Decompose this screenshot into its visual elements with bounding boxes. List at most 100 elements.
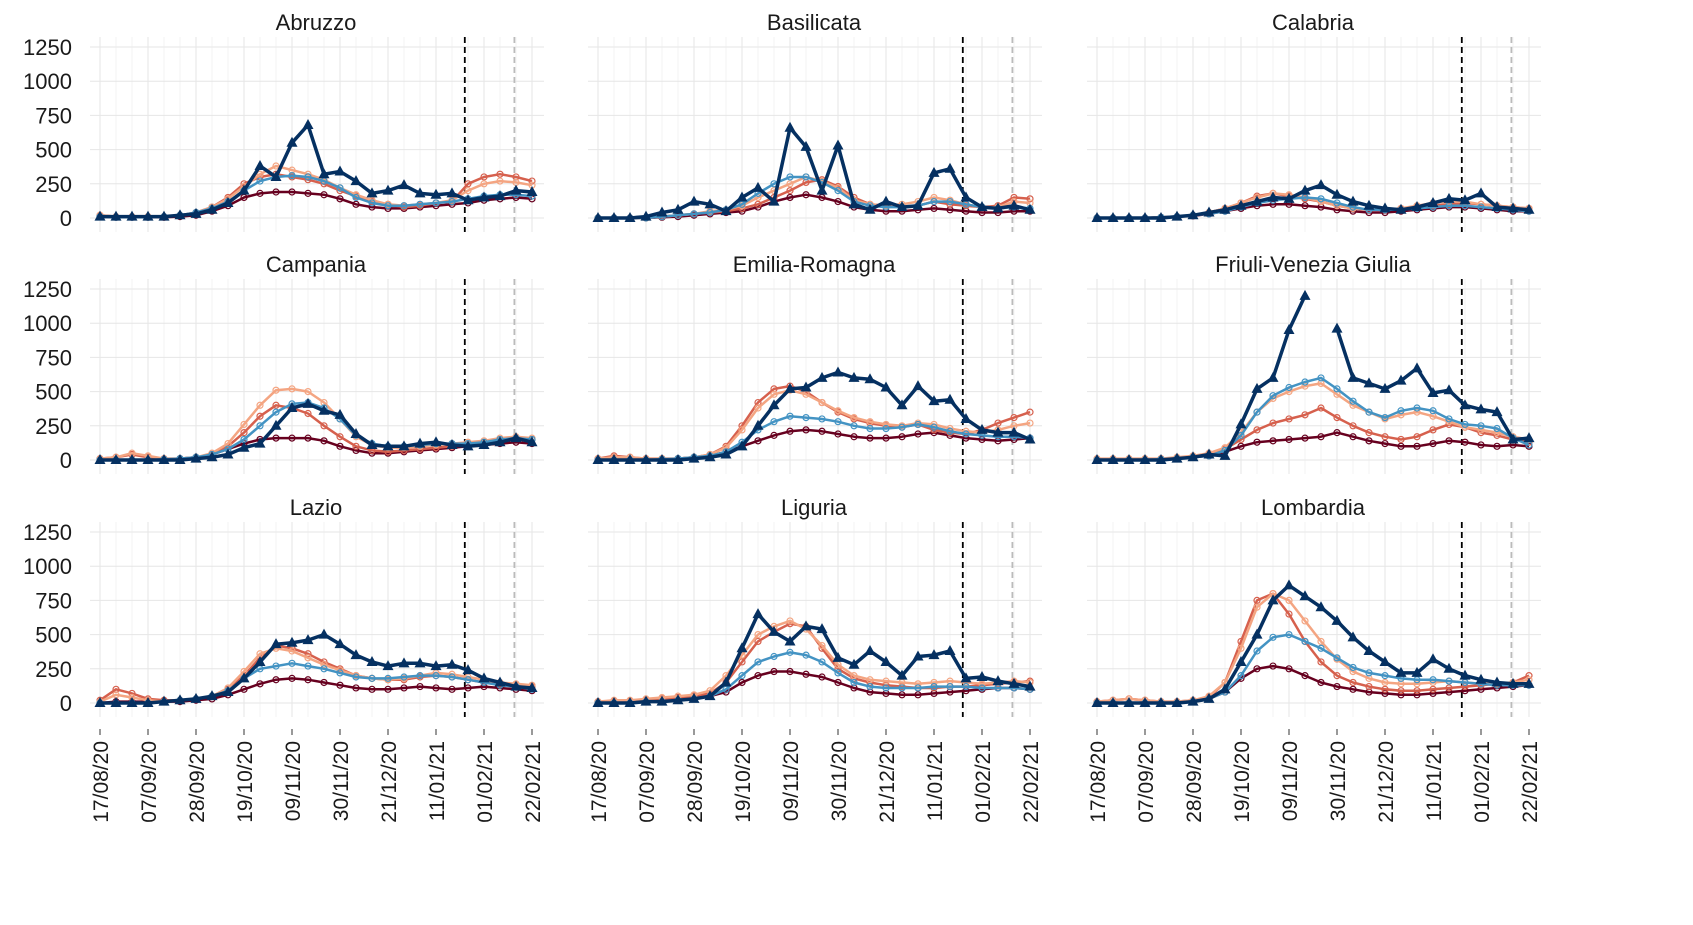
- marker: [352, 442, 360, 450]
- marker: [494, 190, 506, 201]
- marker: [288, 434, 296, 442]
- series-line: [598, 612, 1031, 705]
- y-tick-label: 500: [35, 138, 72, 163]
- marker: [1429, 426, 1437, 434]
- panel-title: Basilicata: [767, 10, 862, 35]
- y-tick-label: 500: [35, 623, 72, 648]
- marker: [334, 165, 346, 176]
- marker: [1379, 655, 1391, 666]
- marker: [1475, 403, 1487, 414]
- marker: [624, 212, 636, 222]
- marker: [1299, 590, 1311, 601]
- marker: [1285, 630, 1293, 639]
- marker: [848, 371, 860, 382]
- marker: [816, 623, 828, 634]
- marker: [1269, 419, 1277, 427]
- x-tick-label: 19/10/20: [1231, 741, 1254, 823]
- marker: [1253, 438, 1261, 446]
- x-tick-label: 19/10/20: [234, 741, 257, 823]
- marker: [302, 118, 314, 129]
- marker: [834, 197, 842, 206]
- marker: [1317, 678, 1325, 687]
- marker: [1269, 392, 1277, 400]
- marker: [336, 195, 344, 203]
- marker: [1299, 184, 1311, 195]
- marker: [1235, 655, 1247, 666]
- marker: [480, 180, 488, 188]
- x-tick-label: 22/02/21: [1519, 741, 1542, 823]
- marker: [1317, 433, 1325, 441]
- marker: [142, 697, 154, 707]
- marker: [336, 433, 344, 441]
- marker: [834, 678, 842, 687]
- marker: [850, 433, 858, 441]
- marker: [222, 686, 234, 697]
- marker: [448, 685, 456, 693]
- marker: [994, 419, 1002, 427]
- marker: [1491, 406, 1503, 417]
- marker: [1381, 433, 1389, 441]
- panel-title: Abruzzo: [276, 10, 357, 35]
- series-line: [100, 123, 533, 219]
- marker: [1333, 429, 1341, 437]
- panel-title: Liguria: [781, 495, 848, 520]
- marker: [946, 427, 954, 435]
- marker: [898, 433, 906, 441]
- marker: [222, 196, 234, 207]
- marker: [400, 673, 408, 681]
- marker: [398, 179, 410, 190]
- marker: [1397, 687, 1405, 695]
- marker: [256, 177, 264, 185]
- marker: [126, 697, 138, 707]
- marker: [656, 206, 668, 217]
- marker: [1507, 433, 1519, 444]
- marker: [640, 454, 652, 464]
- marker: [1523, 677, 1535, 688]
- marker: [1331, 322, 1343, 333]
- x-tick-label: 07/09/20: [636, 741, 659, 823]
- marker: [1427, 196, 1439, 207]
- marker: [866, 682, 874, 691]
- panel-title: Friuli-Venezia Giulia: [1215, 252, 1411, 277]
- marker: [1363, 377, 1375, 388]
- marker: [656, 454, 668, 464]
- marker: [1445, 415, 1453, 423]
- marker: [1253, 647, 1261, 655]
- marker: [864, 203, 876, 214]
- marker: [1317, 374, 1325, 382]
- marker: [1317, 644, 1325, 652]
- marker: [1285, 610, 1293, 618]
- marker: [94, 210, 106, 221]
- marker: [1445, 684, 1453, 692]
- y-tick-label: 250: [35, 657, 72, 682]
- marker: [640, 210, 652, 221]
- marker: [786, 648, 794, 656]
- x-tick-label: 17/08/20: [588, 741, 611, 823]
- marker: [1477, 441, 1485, 449]
- marker: [368, 674, 376, 682]
- marker: [400, 202, 408, 210]
- marker: [1107, 697, 1119, 707]
- marker: [1397, 407, 1405, 415]
- marker: [446, 187, 458, 198]
- marker: [866, 676, 874, 684]
- marker: [1317, 404, 1325, 412]
- marker: [1267, 191, 1279, 202]
- marker: [1381, 678, 1389, 687]
- marker: [190, 207, 202, 218]
- marker: [1219, 203, 1231, 214]
- marker: [526, 186, 538, 197]
- marker: [318, 628, 330, 639]
- marker: [1155, 212, 1167, 222]
- marker: [384, 674, 392, 682]
- marker: [592, 212, 604, 222]
- marker: [1333, 413, 1341, 422]
- marker: [510, 432, 522, 443]
- marker: [158, 454, 170, 464]
- marker: [240, 420, 248, 429]
- series-line: [1097, 376, 1530, 462]
- marker: [222, 448, 234, 459]
- marker: [850, 413, 858, 422]
- y-tick-label: 1250: [23, 277, 72, 302]
- marker: [1349, 397, 1357, 405]
